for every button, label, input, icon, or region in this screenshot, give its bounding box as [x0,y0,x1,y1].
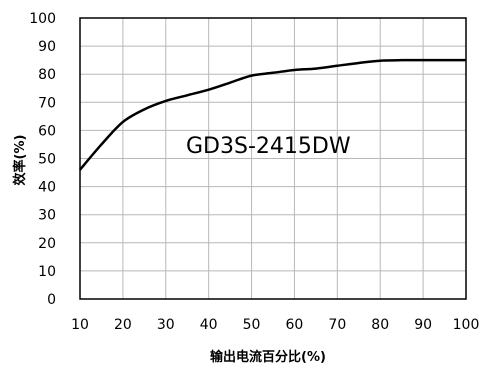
y-tick-label-80: 80 [38,67,56,83]
x-tick-label-10: 10 [71,317,89,333]
x-tick-label-30: 30 [157,317,175,333]
y-tick-label-0: 0 [47,292,56,308]
series-layer [79,58,466,171]
x-tick-label-100: 100 [453,317,480,333]
x-axis-title: 输出电流百分比(%) [210,349,326,365]
efficiency-line [79,58,466,171]
x-tick-labels: 10 20 30 40 50 60 70 80 90 100 [71,317,479,333]
model-annotation: GD3S-2415DW [186,134,351,159]
y-tick-label-20: 20 [38,236,56,252]
x-tick-label-40: 40 [200,317,218,333]
plot-frame [79,17,467,300]
y-tick-label-40: 40 [38,180,56,196]
x-tick-label-90: 90 [414,317,432,333]
x-tick-label-70: 70 [328,317,346,333]
y-tick-label-100: 100 [29,11,56,27]
x-tick-label-80: 80 [371,317,389,333]
y-tick-label-10: 10 [38,264,56,280]
y-tick-label-70: 70 [38,95,56,111]
x-tick-label-60: 60 [286,317,304,333]
y-axis-title: 效率(%) [12,135,28,186]
x-tick-label-20: 20 [114,317,132,333]
y-tick-label-90: 90 [38,39,56,55]
x-tick-label-50: 50 [243,317,261,333]
y-tick-label-60: 60 [38,123,56,139]
y-tick-label-30: 30 [38,208,56,224]
y-tick-label-50: 50 [38,152,56,168]
y-tick-labels: 0 10 20 30 40 50 60 70 80 90 100 [29,11,56,308]
